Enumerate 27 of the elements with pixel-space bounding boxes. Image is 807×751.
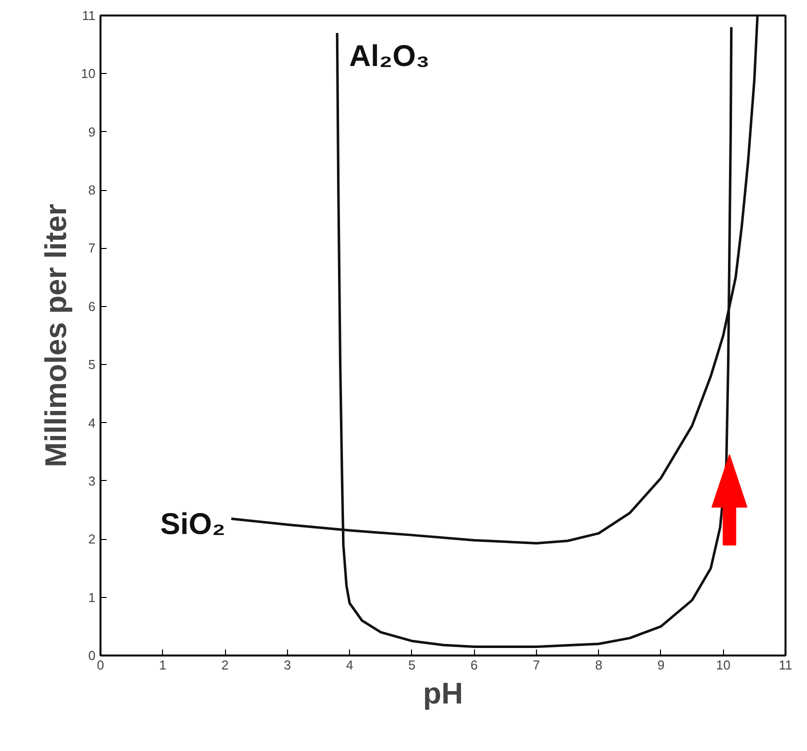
y-axis-title: Millimoles per liter xyxy=(40,203,74,468)
x-tick-label: 1 xyxy=(159,658,166,672)
y-tick-label: 4 xyxy=(88,415,96,430)
x-tick-label: 6 xyxy=(470,658,478,672)
x-tick-label: 7 xyxy=(532,658,540,672)
x-tick-label: 5 xyxy=(408,658,416,672)
x-tick-label: 10 xyxy=(716,658,730,672)
y-tick-label: 5 xyxy=(88,357,96,372)
y-tick-label: 10 xyxy=(81,66,96,82)
y-tick-label: 2 xyxy=(88,532,96,547)
y-tick-label: 1 xyxy=(88,590,96,605)
y-tick-label: 3 xyxy=(88,473,96,488)
x-tick-label: 4 xyxy=(346,658,354,672)
y-tick-label: 9 xyxy=(88,124,96,140)
series-label: SiO₂ xyxy=(160,508,226,541)
series-label: Al₂O₃ xyxy=(349,40,430,73)
y-tick-label: 11 xyxy=(82,8,96,23)
y-tick-label: 7 xyxy=(88,240,96,256)
y-tick-label: 8 xyxy=(88,182,96,198)
y-tick-label: 0 xyxy=(88,648,96,663)
x-tick-label: 8 xyxy=(595,658,602,672)
x-tick-label: 11 xyxy=(778,658,792,672)
x-tick-label: 3 xyxy=(284,658,291,672)
x-axis-title: pH xyxy=(423,678,464,710)
y-tick-label: 6 xyxy=(88,298,96,314)
x-tick-label: 9 xyxy=(657,658,665,672)
x-tick-label: 2 xyxy=(221,658,229,672)
